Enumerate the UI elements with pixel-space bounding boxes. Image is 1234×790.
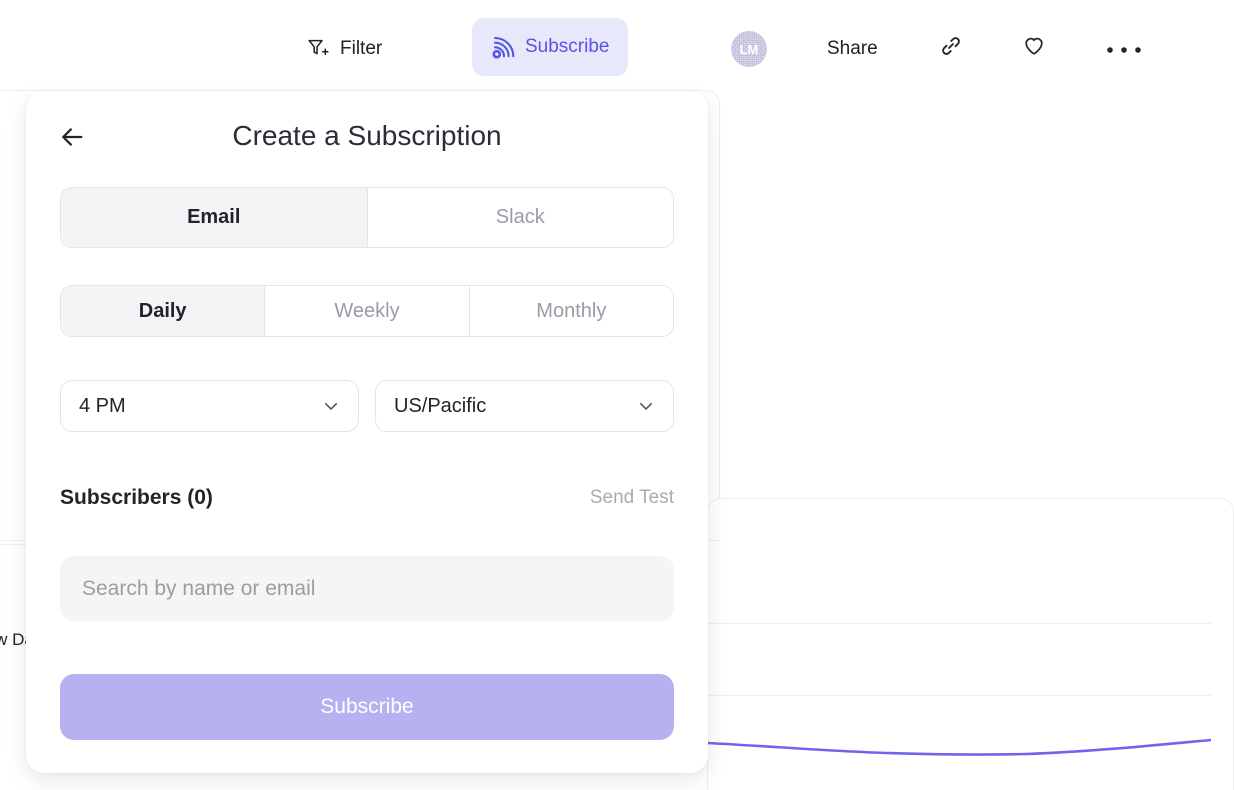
- svg-text:LM: LM: [740, 42, 759, 57]
